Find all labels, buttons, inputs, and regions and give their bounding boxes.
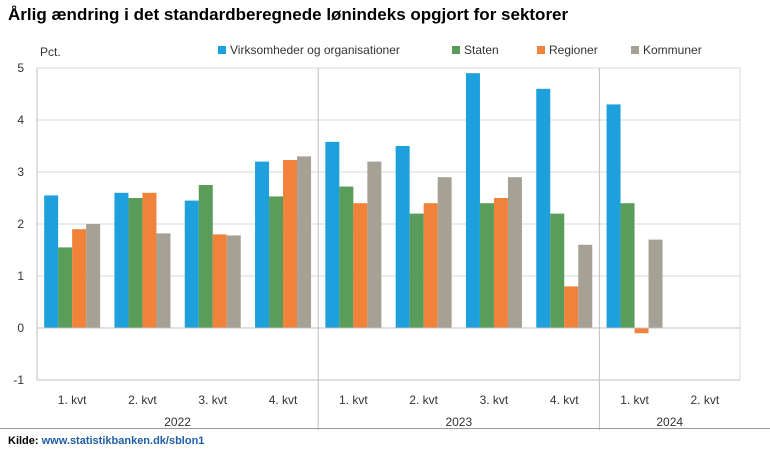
bar (437, 177, 452, 328)
source-note: Kilde: www.statistikbanken.dk/sblon1 (8, 435, 204, 447)
x-tick-label: 4. kvt (550, 393, 579, 407)
legend-label: Kommuner (643, 43, 702, 57)
bar (72, 229, 87, 328)
legend-label: Virksomheder og organisationer (230, 43, 400, 57)
bar (620, 203, 635, 328)
y-axis-label: Pct. (40, 45, 61, 59)
bar (255, 161, 270, 328)
bar (156, 233, 171, 328)
bar (606, 104, 621, 329)
bar (297, 156, 312, 328)
bar (128, 198, 143, 328)
year-label: 2023 (445, 415, 472, 429)
bar (479, 203, 494, 328)
x-tick-label: 4. kvt (269, 393, 298, 407)
bar (409, 213, 424, 328)
bar (283, 160, 298, 328)
legend: Virksomheder og organisationer Staten Regi… (218, 43, 702, 57)
bar (578, 244, 593, 328)
bar (184, 200, 199, 328)
bar (198, 185, 213, 328)
y-tick-label: 4 (17, 113, 24, 127)
source-label: Kilde: (8, 435, 39, 447)
bar (269, 196, 284, 328)
bar (465, 73, 480, 328)
x-tick-label: 1. kvt (58, 393, 87, 407)
x-tick-label: 2. kvt (691, 393, 720, 407)
y-tick-label: -1 (13, 373, 24, 387)
bar (142, 192, 157, 328)
bar (507, 177, 522, 328)
bar (648, 239, 663, 328)
y-tick-label: 3 (17, 165, 24, 179)
legend-swatch (218, 46, 226, 54)
chart-title: Årlig ændring i det standardberegnede lø… (8, 5, 569, 24)
bar (86, 224, 101, 328)
x-tick-label: 2. kvt (409, 393, 438, 407)
bar (114, 192, 129, 328)
legend-swatch (537, 46, 545, 54)
bar (550, 213, 565, 328)
bar (536, 88, 551, 328)
legend-label: Regioner (549, 43, 598, 57)
bar (564, 286, 579, 328)
y-tick-label: 0 (17, 321, 24, 335)
y-tick-label: 5 (17, 61, 24, 75)
x-tick-label: 3. kvt (198, 393, 227, 407)
bar (423, 203, 438, 328)
bar (493, 198, 508, 328)
bar (367, 161, 382, 328)
bar (44, 195, 59, 328)
y-tick-label: 2 (17, 217, 24, 231)
legend-swatch (631, 46, 639, 54)
x-tick-label: 2. kvt (128, 393, 157, 407)
bar (339, 186, 354, 328)
legend-label: Staten (464, 43, 499, 57)
year-label: 2024 (656, 415, 683, 429)
y-tick-label: 1 (17, 269, 24, 283)
bar (58, 247, 73, 328)
bar (226, 235, 241, 328)
bar (395, 146, 410, 328)
bar-chart: -1 0 1 2 3 4 5 Pct. 1. kvt 2. kvt 3. kvt 4. kvt 1. k… (13, 43, 741, 430)
footer-divider (0, 428, 770, 429)
bar (634, 328, 649, 334)
axes: -1 0 1 2 3 4 5 Pct. 1. kvt 2. kvt 3. kvt 4. kvt 1. k… (13, 45, 741, 430)
bar (212, 234, 227, 328)
bars (44, 73, 663, 334)
legend-swatch (452, 46, 460, 54)
x-tick-label: 1. kvt (620, 393, 649, 407)
x-tick-label: 1. kvt (339, 393, 368, 407)
year-label: 2022 (164, 415, 191, 429)
source-link[interactable]: www.statistikbanken.dk/sblon1 (41, 435, 205, 447)
x-tick-label: 3. kvt (480, 393, 509, 407)
bar (353, 203, 368, 328)
bar (325, 141, 340, 328)
